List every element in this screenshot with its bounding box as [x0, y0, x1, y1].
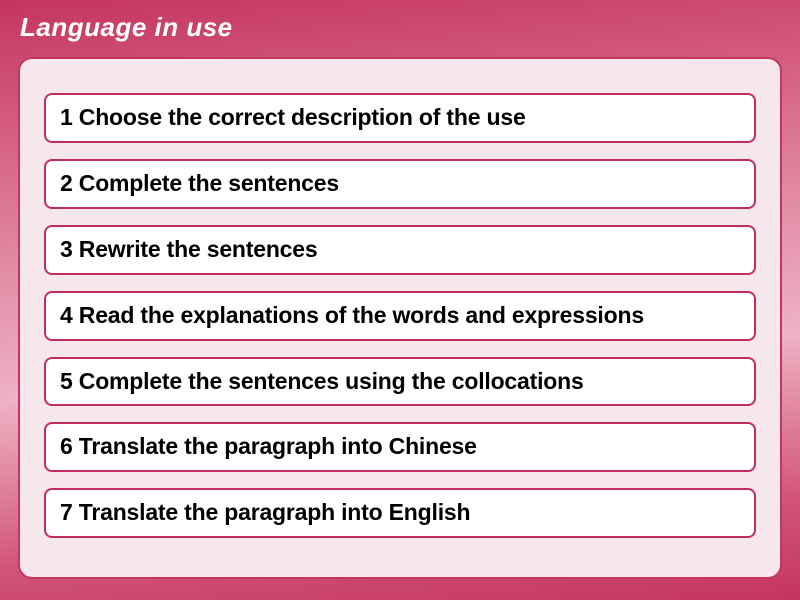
- list-item[interactable]: 1 Choose the correct description of the …: [44, 93, 756, 143]
- list-item[interactable]: 7 Translate the paragraph into English: [44, 488, 756, 538]
- header: Language in use: [0, 0, 800, 57]
- list-item[interactable]: 2 Complete the sentences: [44, 159, 756, 209]
- list-item[interactable]: 3 Rewrite the sentences: [44, 225, 756, 275]
- content-panel: 1 Choose the correct description of the …: [18, 57, 782, 579]
- list-item[interactable]: 4 Read the explanations of the words and…: [44, 291, 756, 341]
- list-item[interactable]: 5 Complete the sentences using the collo…: [44, 357, 756, 407]
- page-title: Language in use: [20, 12, 780, 43]
- list-item[interactable]: 6 Translate the paragraph into Chinese: [44, 422, 756, 472]
